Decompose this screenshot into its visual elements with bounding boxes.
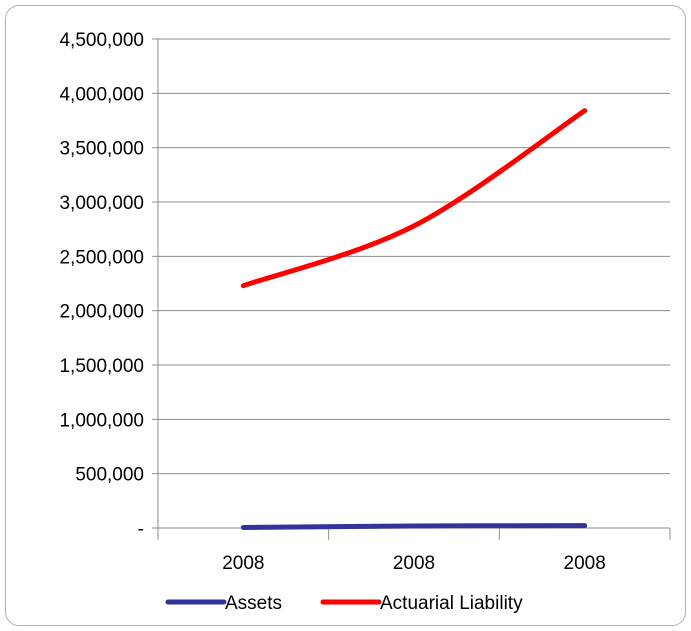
y-tick-label: 1,500,000 (59, 356, 144, 377)
x-tick-label: 2008 (222, 553, 264, 574)
y-tick-label: 3,000,000 (59, 193, 144, 214)
axes (152, 38, 671, 540)
y-tick-label: 3,500,000 (59, 139, 144, 160)
y-tick-labels: - 500,000 1,000,000 1,500,000 2,000,000 2,500… (59, 30, 144, 540)
y-tick-label: 4,500,000 (59, 30, 144, 51)
x-tick-label: 2008 (564, 553, 606, 574)
x-tick-labels: 2008 2008 2008 (222, 553, 606, 574)
legend-label-assets: Assets (225, 593, 282, 614)
gridlines (158, 38, 670, 475)
chart-frame (5, 5, 686, 626)
y-tick-label: 2,000,000 (59, 302, 144, 323)
y-tick-label: - (138, 519, 144, 540)
y-tick-label: 2,500,000 (59, 247, 144, 268)
series-line-assets (240, 523, 588, 530)
legend: Assets Actuarial Liability (165, 593, 523, 614)
x-tick-label: 2008 (393, 553, 435, 574)
y-tick-label: 500,000 (75, 465, 144, 486)
series-line-actuarial-liability (240, 108, 588, 289)
y-tick-label: 4,000,000 (59, 84, 144, 105)
legend-label-actuarial-liability: Actuarial Liability (380, 593, 523, 614)
y-tick-label: 1,000,000 (59, 410, 144, 431)
series-lines (240, 108, 588, 530)
